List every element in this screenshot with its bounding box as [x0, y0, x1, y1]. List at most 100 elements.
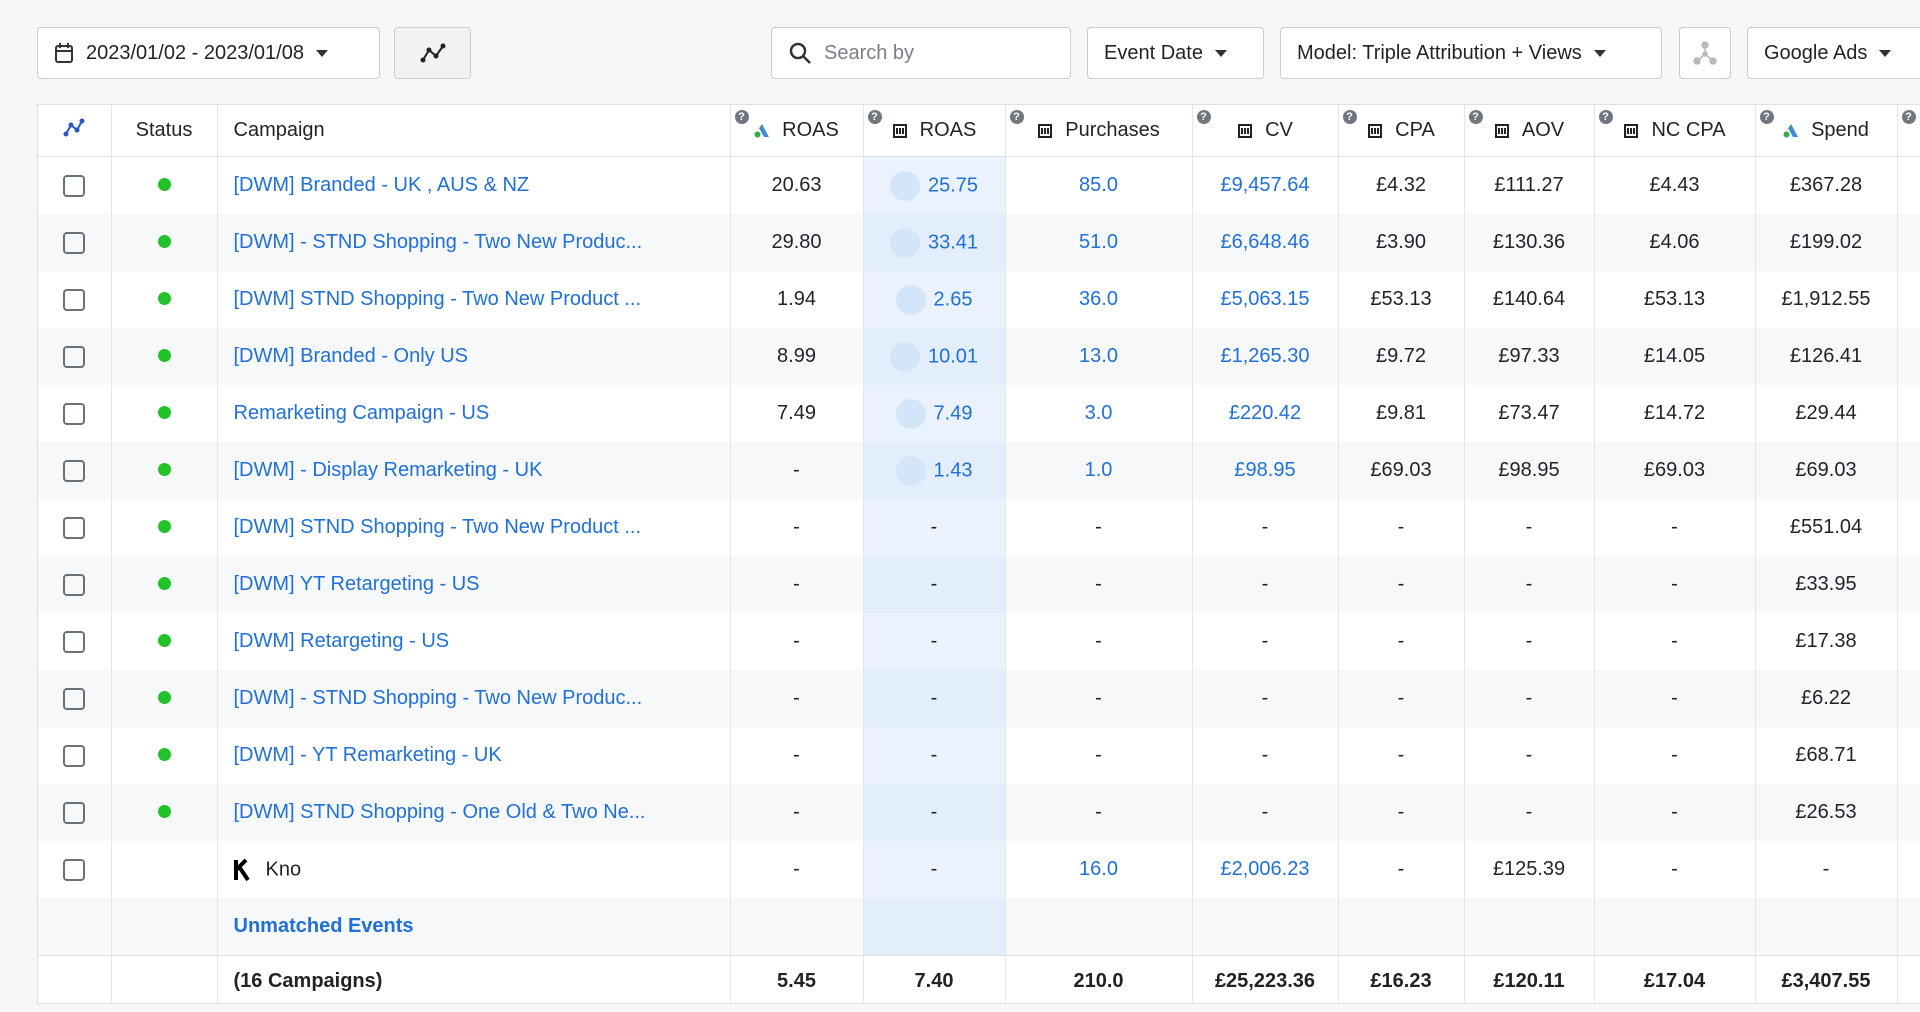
- graph-button[interactable]: [1679, 27, 1731, 79]
- roas-icon: [889, 341, 920, 372]
- metric-cell: £97.33: [1464, 328, 1595, 385]
- checkbox[interactable]: [63, 801, 86, 824]
- header-cell: Campaign: [217, 105, 731, 157]
- campaign-link[interactable]: Remarketing Campaign - US: [233, 402, 490, 424]
- help-icon: ?: [1009, 110, 1024, 124]
- metric-cell: -: [1755, 841, 1898, 898]
- metric-cell: -: [863, 784, 1006, 841]
- model: Model: Triple Attribution + Views: [1297, 41, 1582, 64]
- model-select[interactable]: Model: Triple Attribution + Views: [1280, 27, 1662, 79]
- checkbox[interactable]: [63, 231, 86, 254]
- header-cell: ? Spend: [1755, 105, 1898, 157]
- table-row: [DWM] Branded - UK , AUS & NZ 20.63 25.75 8…: [38, 156, 1920, 214]
- search-placeholder: Search by: [824, 41, 915, 64]
- total-value: £17.04: [1643, 970, 1706, 992]
- checkbox[interactable]: [63, 459, 86, 482]
- date-type-select[interactable]: Event Date: [1087, 27, 1264, 79]
- metric-value: -: [1671, 858, 1678, 880]
- metric-cell: 51.0: [1005, 214, 1193, 271]
- checkbox[interactable]: [63, 174, 86, 197]
- metric-cell: -: [1594, 784, 1756, 841]
- metric-cell: £33.95: [1755, 556, 1898, 613]
- campaign-link[interactable]: [DWM] STND Shopping - Two New Product ..…: [233, 288, 642, 310]
- metric-value: £220.42: [1228, 402, 1302, 424]
- metric-value: -: [1525, 801, 1533, 823]
- cell: [1005, 898, 1193, 956]
- checkbox[interactable]: [63, 744, 86, 767]
- cell: [1192, 898, 1339, 956]
- checkbox[interactable]: [63, 345, 86, 368]
- campaign-cell: Kno: [217, 841, 731, 898]
- roas-icon: [889, 227, 920, 258]
- metric-value: -: [793, 858, 800, 880]
- metric-cell: -: [1464, 499, 1595, 556]
- checkbox[interactable]: [63, 687, 86, 710]
- metric-value: £140.64: [1492, 288, 1566, 310]
- metric-cell: 8.99: [730, 328, 864, 385]
- campaign-link[interactable]: [DWM] STND Shopping - Two New Product ..…: [233, 516, 642, 538]
- status-cell: [111, 613, 218, 670]
- header-cell: ? ROAS: [730, 105, 864, 157]
- campaign-link[interactable]: [DWM] YT Retargeting - US: [233, 573, 480, 595]
- metric-value: -: [1525, 630, 1533, 652]
- campaign-table: Status Campaign? ROAS? ROAS? Purchases? CV? CP…: [38, 105, 1920, 1003]
- metric-cell: £1,912.55: [1755, 271, 1898, 328]
- channel-select[interactable]: Google Ads: [1747, 27, 1920, 79]
- date-picker[interactable]: 2023/01/02 - 2023/01/08: [37, 27, 380, 79]
- metric-value: £69.03: [1643, 459, 1706, 481]
- unmatched-row: Unmatched Events: [38, 898, 1920, 956]
- campaign-link[interactable]: [DWM] - YT Remarketing - UK: [233, 744, 502, 766]
- metric-value: -: [1671, 516, 1678, 538]
- extra-cell: [1897, 670, 1920, 727]
- metric-cell: -: [1005, 727, 1193, 784]
- total-cell: 5.45: [730, 955, 864, 1003]
- chart-toggle[interactable]: [394, 27, 471, 79]
- campaign-cell: [DWM] - STND Shopping - Two New Produc..…: [217, 214, 731, 271]
- metric-value: -: [1397, 858, 1405, 880]
- total-cell: £16.23: [1338, 955, 1465, 1003]
- metric-cell: -: [1594, 499, 1756, 556]
- metric-value: £97.33: [1498, 345, 1560, 367]
- metric-value: £9,457.64: [1220, 174, 1310, 196]
- unmatched-link[interactable]: Unmatched Events: [233, 915, 414, 937]
- help-icon: ?: [1901, 110, 1916, 124]
- checkbox[interactable]: [63, 516, 86, 539]
- campaign-link[interactable]: [DWM] Branded - Only US: [233, 345, 469, 367]
- cell: [1594, 898, 1756, 956]
- metric-cell: 25.75: [863, 156, 1006, 214]
- campaign-link[interactable]: [DWM] - Display Remarketing - UK: [233, 459, 543, 481]
- cell: [38, 898, 112, 956]
- campaign-link[interactable]: [DWM] - STND Shopping - Two New Produc..…: [233, 687, 643, 709]
- metric-cell: -: [1005, 499, 1193, 556]
- metric-value: £126.41: [1789, 345, 1863, 367]
- checkbox[interactable]: [63, 402, 86, 425]
- campaign-cell: [DWM] - YT Remarketing - UK: [217, 727, 731, 784]
- cell: [1464, 898, 1595, 956]
- campaign-link[interactable]: [DWM] - STND Shopping - Two New Produc..…: [233, 231, 643, 253]
- metric-cell: £6,648.46: [1192, 214, 1339, 271]
- chart-icon: [63, 118, 85, 136]
- unmatched-cell: Unmatched Events: [217, 898, 731, 956]
- checkbox[interactable]: [63, 573, 86, 596]
- search-icon: [789, 42, 811, 64]
- campaign-link[interactable]: [DWM] Branded - UK , AUS & NZ: [233, 174, 530, 196]
- metric-cell: -: [1192, 727, 1339, 784]
- metric-cell: -: [1594, 670, 1756, 727]
- campaign-link[interactable]: [DWM] STND Shopping - One Old & Two Ne..…: [233, 801, 646, 823]
- total-row: (16 Campaigns) 5.45 7.40 210.0 £25,223.36 £16…: [38, 955, 1920, 1003]
- extra-cell: [1897, 613, 1920, 670]
- metric-value: 36.0: [1079, 288, 1118, 310]
- metric-value: -: [1261, 801, 1269, 823]
- checkbox[interactable]: [63, 858, 86, 881]
- metric-value: 7.49: [777, 402, 816, 424]
- checkbox[interactable]: [63, 288, 86, 311]
- campaign-link[interactable]: [DWM] Retargeting - US: [233, 630, 450, 652]
- metric-value: £4.32: [1375, 174, 1427, 196]
- metric-cell: £367.28: [1755, 156, 1898, 214]
- extra-cell: [1897, 784, 1920, 841]
- search-box[interactable]: Search by: [771, 27, 1071, 79]
- metric-cell: -: [863, 670, 1006, 727]
- header-row: Status Campaign? ROAS? ROAS? Purchases? CV? CP…: [38, 105, 1920, 157]
- checkbox[interactable]: [63, 630, 86, 653]
- campaign-cell: [DWM] Retargeting - US: [217, 613, 731, 670]
